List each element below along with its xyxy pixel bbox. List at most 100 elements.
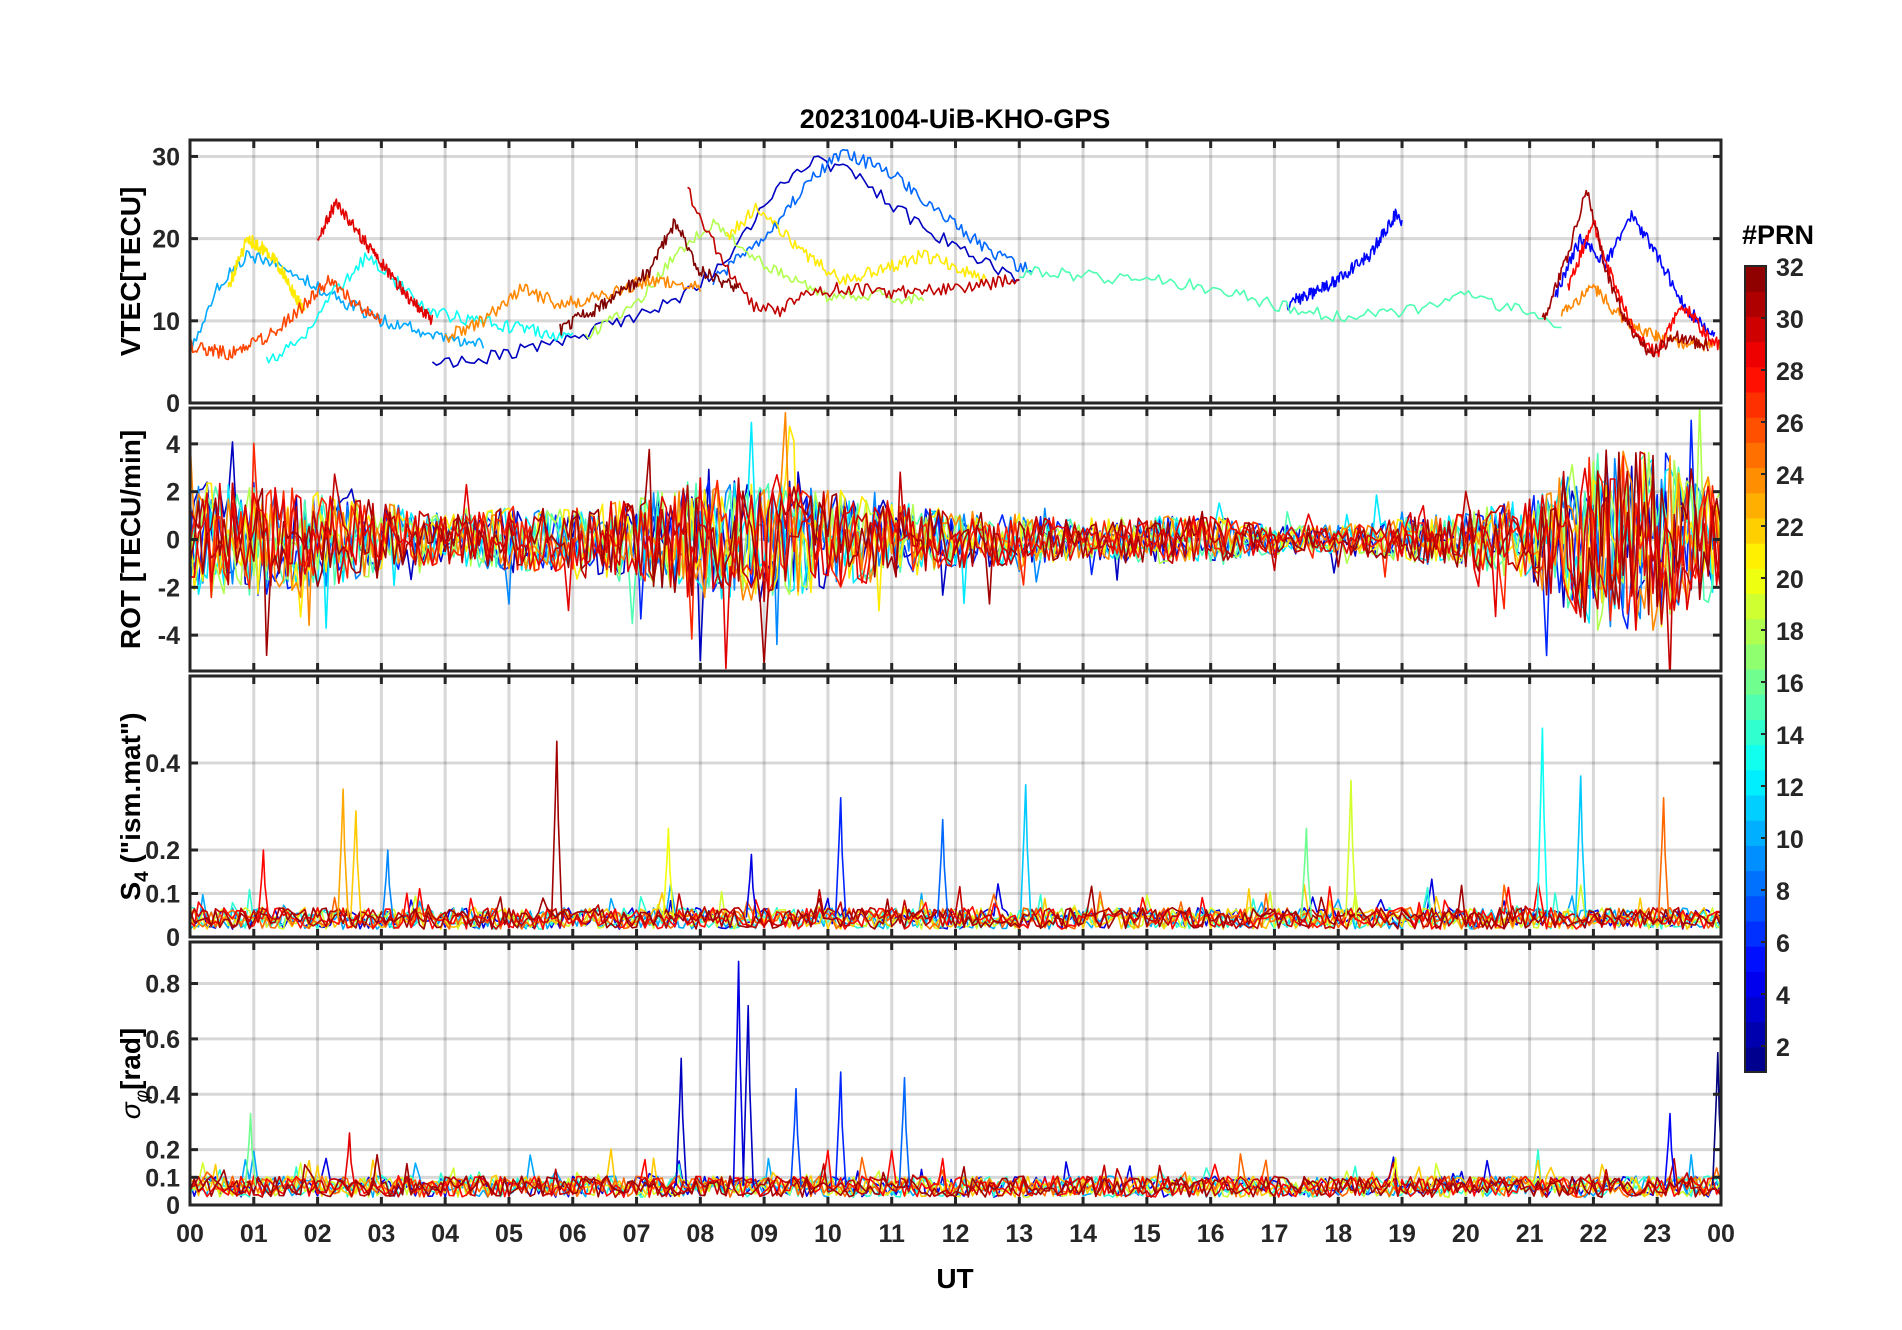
y-tick-label: 0.4 [145, 750, 180, 778]
y-tick-label: 10 [152, 308, 180, 336]
x-tick-label: 14 [1069, 1220, 1097, 1248]
y-axis-label-rot: ROT [TECU/min] [115, 430, 146, 649]
panel-sigma_phi-ticks: 00.10.2 0.4 0.6 0.8 [145, 942, 1723, 1220]
colorbar-tick-label: 12 [1776, 774, 1804, 802]
panel-s4-grid [190, 676, 1721, 937]
sigma_phi-peak-prn-8 [898, 1076, 911, 1186]
sigma_phi-peak-prn-7 [790, 1087, 802, 1186]
y-axis-label-s4: S4 ("ism.mat") [115, 712, 153, 900]
x-axis-label: UT [936, 1263, 973, 1294]
s4-series-prn-28 [190, 881, 1721, 930]
panel-vtec-traces [190, 148, 1721, 368]
x-tick-label: 12 [942, 1220, 970, 1248]
x-tick-label: 20 [1452, 1220, 1480, 1248]
panel-rot: -4 -2 0 2 4 ROT [TECU/min] [115, 406, 1723, 673]
colorbar-tick-label: 30 [1776, 306, 1804, 334]
colorbar-segment [1745, 543, 1766, 569]
x-tick-label: 23 [1643, 1220, 1671, 1248]
x-tick-label: 22 [1580, 1220, 1608, 1248]
x-tick-label: 00 [1707, 1220, 1735, 1248]
x-tick-label: 19 [1388, 1220, 1416, 1248]
y-axis-label-vtec: VTEC[TECU] [115, 187, 146, 357]
colorbar-segment [1745, 794, 1766, 821]
vtec-series-prn-30 [687, 186, 1020, 318]
x-tick-label: 15 [1133, 1220, 1161, 1248]
vtec-series-prn-24 [444, 274, 702, 343]
y-tick-label: 0.2 [145, 1137, 180, 1165]
x-tick-label: 09 [750, 1220, 778, 1248]
y-tick-label: 20 [152, 226, 180, 254]
s4-peak-prn-13 [1536, 727, 1549, 918]
colorbar-tick-label: 2 [1776, 1034, 1790, 1062]
y-tick-label: 0 [166, 527, 180, 555]
sigma_phi-peak-prn-5 [1664, 1112, 1676, 1186]
y-axis-label-main: σ [115, 1101, 146, 1119]
s4-peak-prn-23 [337, 788, 349, 918]
colorbar-segment [1745, 694, 1766, 720]
colorbar-segment [1745, 769, 1766, 796]
panel-sigma_phi: 00.10.2 0.4 0.6 0.8 σφ[rad] [115, 940, 1723, 1220]
colorbar-segment [1745, 391, 1766, 418]
y-axis-label-sigma_phi: σφ[rad] [115, 1028, 153, 1120]
x-tick-label: 08 [686, 1220, 714, 1248]
x-tick-label: 03 [367, 1220, 395, 1248]
s4-peak-prn-4 [745, 853, 758, 918]
x-tick-label: 04 [431, 1220, 459, 1248]
colorbar-segment [1745, 744, 1766, 771]
x-tick-label: 05 [495, 1220, 523, 1248]
vtec-series-prn-15 [1019, 265, 1562, 329]
colorbar-segment [1745, 920, 1766, 947]
sigma_phi-series-prn-31 [190, 1153, 1721, 1198]
colorbar-segment [1745, 996, 1766, 1023]
colorbar-label: #PRN [1742, 220, 1814, 250]
s4-peak-prn-20 [662, 827, 675, 918]
sigma_phi-series-prn-28 [190, 1149, 1721, 1198]
vtec-series-prn-26 [190, 274, 383, 361]
colorbar-segment [1745, 442, 1766, 469]
y-tick-label: 0.1 [145, 1164, 180, 1192]
colorbar-segment [1745, 1021, 1766, 1048]
colorbar-tick-label: 20 [1776, 566, 1804, 594]
colorbar-tick-label: 32 [1776, 254, 1804, 282]
y-tick-label: 4 [166, 431, 180, 459]
sigma_phi-peak-prn-4 [732, 960, 745, 1186]
colorbar-segment [1745, 820, 1766, 846]
colorbar-tick-label: 4 [1776, 982, 1790, 1010]
y-tick-label: -2 [158, 574, 180, 602]
vtec-series-prn-8 [712, 148, 1033, 286]
vtec-series-prn-32 [559, 218, 740, 336]
s4-peak-prn-22 [350, 810, 362, 918]
vtec-series-prn-18 [584, 218, 925, 339]
colorbar-segment [1745, 366, 1766, 393]
panel-rot-ticks: -4 -2 0 2 4 [158, 408, 1723, 671]
colorbar-segment [1745, 316, 1766, 343]
colorbar-tick-label: 24 [1776, 462, 1804, 490]
x-tick-label: 07 [623, 1220, 651, 1248]
rot-series-prn-31 [190, 448, 1721, 665]
x-tick-label: 00 [176, 1220, 204, 1248]
sigma_phi-series-prn-30 [190, 1158, 1721, 1198]
colorbar-segment [1745, 946, 1766, 972]
x-tick-label: 17 [1261, 1220, 1289, 1248]
x-tick-label: 18 [1324, 1220, 1352, 1248]
panel-vtec-grid [190, 140, 1721, 403]
panel-s4-traces [190, 727, 1721, 930]
colorbar-segment [1745, 341, 1766, 368]
y-axis-label-main: S [115, 882, 146, 901]
x-tick-labels: 00 01 02 03 04 05 06 07 08 09 10 11 12 13 14 15 16 17 18 19… [176, 1220, 1735, 1248]
vtec-series-prn-5 [1286, 208, 1403, 311]
panel-vtec-ticks: 0 10 20 30 [152, 140, 1723, 418]
sigma_phi-peak-prn-29 [343, 1132, 356, 1186]
y-axis-label-rest: [rad] [115, 1028, 146, 1090]
x-tick-label: 02 [304, 1220, 332, 1248]
colorbar-segment [1745, 266, 1766, 292]
x-tick-label: 13 [1005, 1220, 1033, 1248]
colorbar-tick-label: 6 [1776, 930, 1790, 958]
colorbar-segment [1745, 517, 1766, 544]
x-tick-label: 16 [1197, 1220, 1225, 1248]
y-tick-label: 0.6 [145, 1026, 180, 1054]
s4-peak-prn-25 [1657, 797, 1670, 918]
y-tick-label: 30 [152, 143, 180, 171]
